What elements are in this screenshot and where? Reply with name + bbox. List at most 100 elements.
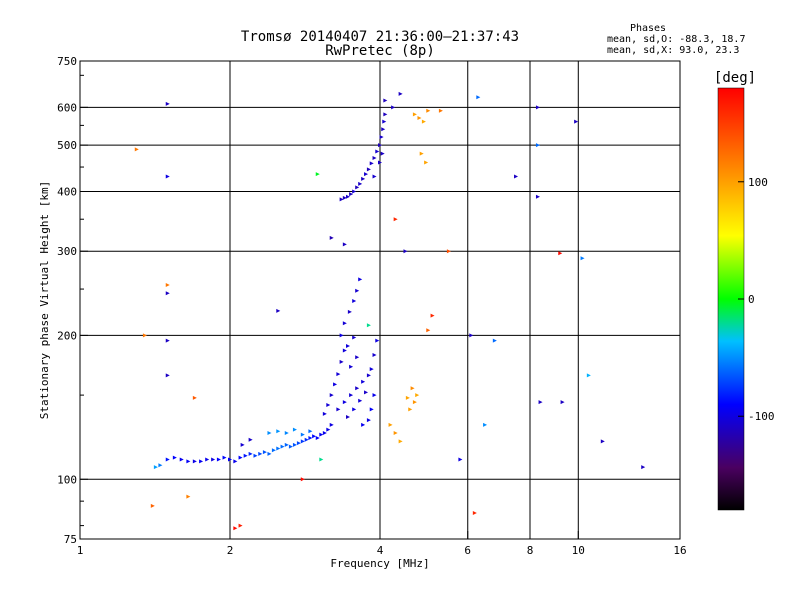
data-point: [364, 390, 369, 395]
data-point: [342, 321, 347, 326]
data-point: [469, 333, 474, 338]
data-point: [326, 403, 331, 408]
data-point: [186, 459, 191, 464]
data-point: [292, 427, 297, 432]
data-point: [380, 151, 385, 156]
data-point: [292, 442, 297, 447]
data-point: [339, 333, 344, 338]
data-point: [388, 422, 393, 427]
data-point: [248, 437, 253, 442]
data-point: [315, 435, 320, 440]
data-point: [355, 185, 360, 190]
data-point: [438, 108, 443, 113]
data-point: [472, 511, 477, 516]
data-point: [342, 400, 347, 405]
data-point: [326, 427, 331, 432]
data-point: [216, 457, 221, 462]
data-point: [383, 98, 388, 103]
data-point: [319, 432, 324, 437]
data-point: [179, 457, 184, 462]
data-point: [267, 451, 272, 456]
data-point: [165, 101, 170, 106]
data-point: [369, 367, 374, 372]
data-point: [300, 432, 305, 437]
data-point: [408, 407, 413, 412]
data-point: [412, 112, 417, 117]
data-point: [165, 174, 170, 179]
data-point: [280, 444, 285, 449]
data-point: [355, 355, 360, 360]
data-point: [342, 242, 347, 247]
data-point: [560, 400, 565, 405]
data-point: [393, 430, 398, 435]
data-point: [417, 115, 422, 120]
data-point: [366, 373, 371, 378]
colorbar-ticks: 100 0 -100: [738, 176, 775, 423]
data-point: [240, 442, 245, 447]
data-point: [349, 393, 354, 398]
data-point: [238, 455, 243, 460]
data-point: [369, 407, 374, 412]
data-point: [347, 309, 352, 314]
data-point: [352, 299, 357, 304]
data-point: [319, 457, 324, 462]
data-point: [372, 393, 377, 398]
data-point: [378, 143, 382, 148]
y-tick-label: 200: [57, 329, 77, 342]
data-points: [134, 91, 646, 531]
data-point: [199, 459, 204, 464]
stats-line-o: mean, sd,O: -88.3, 18.7: [607, 34, 745, 45]
data-point: [222, 455, 227, 460]
data-point: [361, 422, 366, 427]
x-tick-label: 10: [572, 544, 585, 557]
data-point: [352, 189, 357, 194]
data-point: [535, 105, 540, 110]
data-point: [366, 167, 371, 172]
data-point: [352, 335, 357, 340]
data-point: [312, 434, 317, 439]
stats-line-x: mean, sd,X: 93.0, 23.3: [607, 45, 739, 56]
stats-heading: Phases: [630, 23, 666, 34]
data-point: [535, 143, 540, 148]
axis-ticks: 1 2 4 6 8 10 16 75 100 200 300 400 500 600 750: [57, 55, 687, 557]
x-tick-label: 16: [673, 544, 686, 557]
chart-title-line2: RwPretec (8p): [325, 43, 435, 59]
data-point: [172, 455, 177, 460]
data-point: [421, 119, 426, 124]
data-point: [276, 446, 281, 451]
data-point: [253, 453, 258, 458]
data-point: [586, 373, 591, 378]
data-point: [329, 235, 334, 240]
data-point: [271, 448, 276, 453]
y-tick-label: 400: [57, 185, 77, 198]
y-tick-label: 500: [57, 139, 77, 152]
data-point: [349, 364, 354, 369]
data-point: [336, 372, 341, 377]
data-point: [284, 430, 289, 435]
data-point: [558, 251, 563, 256]
data-point: [426, 328, 431, 333]
x-tick-label: 2: [227, 544, 234, 557]
data-point: [430, 313, 435, 318]
data-point: [405, 395, 410, 400]
data-point: [535, 194, 540, 199]
data-point: [336, 407, 341, 412]
data-point: [355, 288, 360, 293]
x-tick-label: 1: [77, 544, 84, 557]
data-point: [333, 382, 338, 387]
data-point: [345, 194, 350, 199]
data-point: [322, 430, 327, 435]
y-tick-label: 300: [57, 245, 77, 258]
data-point: [342, 195, 347, 200]
data-point: [361, 379, 366, 384]
data-point: [355, 386, 360, 391]
data-point: [369, 161, 374, 166]
data-point: [300, 477, 305, 482]
x-tick-label: 4: [377, 544, 384, 557]
data-point: [276, 429, 281, 434]
data-point: [150, 503, 155, 508]
colorbar-label: [deg]: [714, 70, 756, 86]
data-point: [358, 398, 363, 403]
data-point: [366, 323, 371, 328]
data-point: [322, 411, 327, 416]
